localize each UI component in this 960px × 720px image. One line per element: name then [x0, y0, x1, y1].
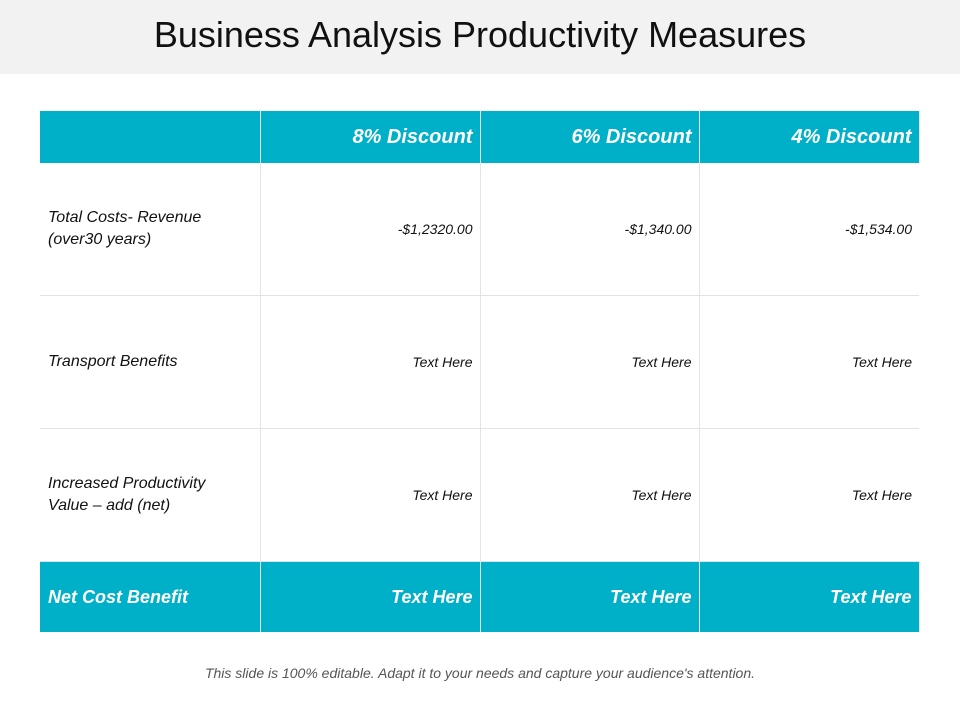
- row-label-line: Transport Benefits: [48, 353, 178, 370]
- row-label-line: Value – add (net): [48, 497, 171, 514]
- comparison-table: 8% Discount 6% Discount 4% Discount Tota…: [40, 111, 920, 632]
- table-footer-row: Net Cost Benefit Text Here Text Here Tex…: [40, 561, 920, 632]
- table-cell: Text Here: [260, 428, 481, 562]
- title-bar: Business Analysis Productivity Measures: [0, 0, 960, 74]
- footer-cell: Text Here: [480, 561, 700, 632]
- table-cell: -$1,534.00: [699, 163, 919, 296]
- row-label-transport-benefits: Transport Benefits: [40, 295, 261, 429]
- table-row: Total Costs- Revenue (over30 years) -$1,…: [40, 163, 919, 296]
- table-row: Increased Productivity Value – add (net)…: [40, 428, 919, 562]
- header-cell-empty: [40, 111, 261, 163]
- header-cell-8-discount: 8% Discount: [260, 111, 481, 163]
- footer-label-net-cost-benefit: Net Cost Benefit: [40, 561, 261, 632]
- row-label-line: Total Costs- Revenue: [48, 209, 202, 226]
- row-label-total-costs: Total Costs- Revenue (over30 years): [40, 163, 261, 296]
- table-cell: Text Here: [699, 428, 919, 562]
- header-cell-6-discount: 6% Discount: [480, 111, 700, 163]
- footer-cell: Text Here: [699, 561, 920, 632]
- row-label-line: Increased Productivity: [48, 475, 206, 492]
- table-cell: -$1,340.00: [480, 163, 700, 296]
- header-cell-4-discount: 4% Discount: [699, 111, 920, 163]
- table-cell: Text Here: [699, 295, 919, 429]
- table-cell: Text Here: [480, 295, 700, 429]
- table-cell: Text Here: [480, 428, 700, 562]
- footer-cell: Text Here: [260, 561, 481, 632]
- row-label-increased-productivity: Increased Productivity Value – add (net): [40, 428, 261, 562]
- slide-footnote: This slide is 100% editable. Adapt it to…: [204, 665, 756, 681]
- table-cell: Text Here: [260, 295, 481, 429]
- table-cell: -$1,2320.00: [260, 163, 481, 296]
- row-label-line: (over30 years): [48, 231, 152, 248]
- table-row: Transport Benefits Text Here Text Here T…: [40, 295, 919, 429]
- table-header-row: 8% Discount 6% Discount 4% Discount: [40, 111, 920, 163]
- slide-title: Business Analysis Productivity Measures: [153, 14, 807, 55]
